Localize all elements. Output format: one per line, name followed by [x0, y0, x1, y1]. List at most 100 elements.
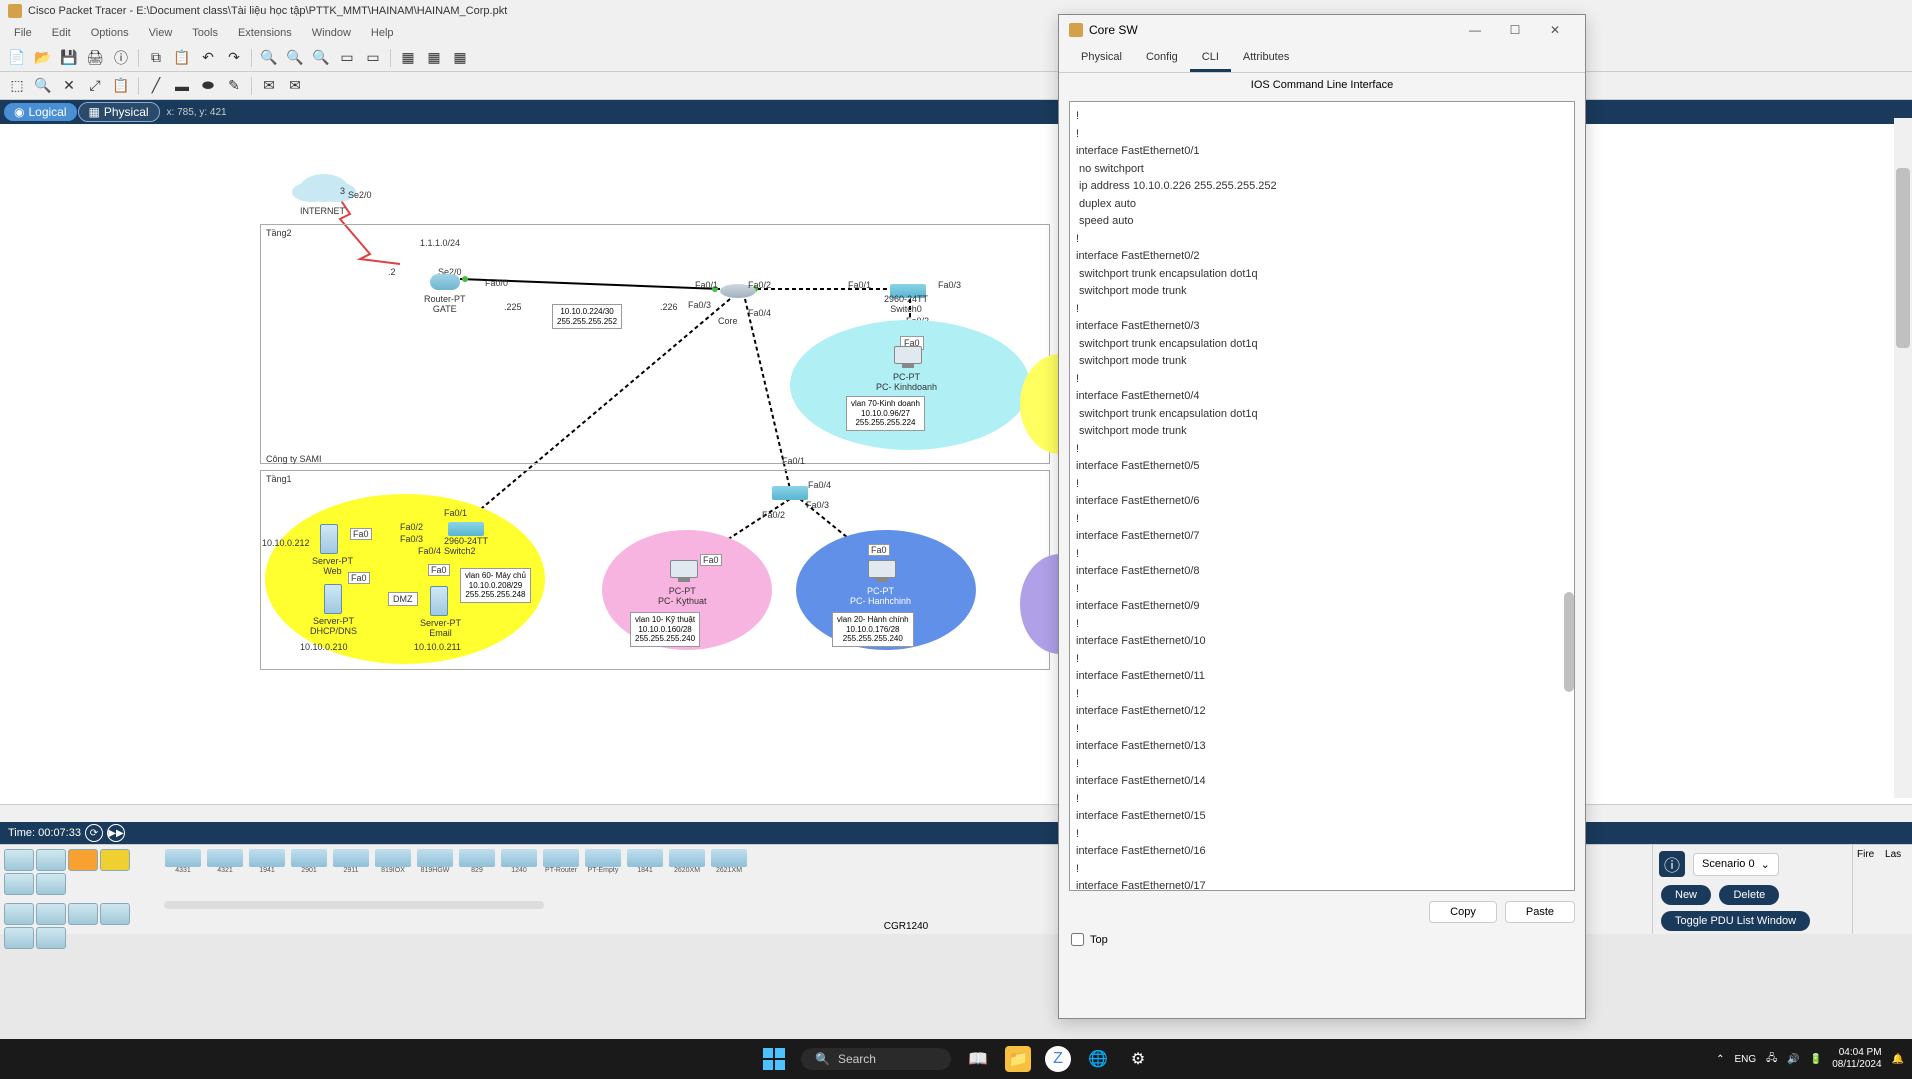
device-thumb[interactable]: 819IOX [374, 849, 412, 877]
paste-button[interactable]: Paste [1505, 901, 1575, 923]
menu-view[interactable]: View [139, 27, 183, 39]
cat-components[interactable] [36, 903, 66, 925]
device-thumb[interactable]: PT-Router [542, 849, 580, 877]
print-icon[interactable]: 🖨 [85, 48, 105, 68]
clock[interactable]: 04:04 PM 08/11/2024 [1832, 1047, 1881, 1071]
taskbar-app-1[interactable]: 📖 [965, 1046, 991, 1072]
rect-icon[interactable]: ▬ [172, 76, 192, 96]
cat-cloud[interactable] [36, 927, 66, 949]
zoom-reset-icon[interactable]: 🔍 [311, 48, 331, 68]
menu-window[interactable]: Window [302, 27, 361, 39]
scenario-icon[interactable]: ⓘ [1659, 851, 1685, 877]
menu-file[interactable]: File [4, 27, 42, 39]
inspect-icon[interactable]: 🔍 [33, 76, 53, 96]
zoom-in-icon[interactable]: 🔍 [259, 48, 279, 68]
network-icon[interactable]: 🖧 [1766, 1051, 1777, 1068]
cat-switch[interactable] [36, 849, 66, 871]
paste-icon[interactable]: 📋 [172, 48, 192, 68]
scenario-select[interactable]: Scenario 0⌄ [1693, 853, 1779, 876]
tab-cli[interactable]: CLI [1190, 45, 1231, 72]
cat-hub[interactable] [68, 849, 98, 871]
device-thumb[interactable]: 2901 [290, 849, 328, 877]
workspace-v-scrollbar[interactable] [1894, 118, 1912, 798]
device-thumb[interactable]: 2911 [332, 849, 370, 877]
menu-edit[interactable]: Edit [42, 27, 81, 39]
ellipse-icon[interactable]: ⬬ [198, 76, 218, 96]
pc-kythuat[interactable] [670, 560, 698, 584]
topology-workspace[interactable]: INTERNET Se2/0 3 Tầng2 1.1.1.0/24 .2 Se2… [0, 124, 1912, 804]
tray-chevron-icon[interactable]: ⌃ [1716, 1054, 1724, 1065]
taskbar-app-2[interactable]: ⚙ [1125, 1046, 1151, 1072]
maximize-button[interactable]: ☐ [1495, 16, 1535, 44]
h-scrollbar[interactable] [0, 804, 1912, 822]
menu-extensions[interactable]: Extensions [228, 27, 302, 39]
device-thumb[interactable]: 829 [458, 849, 496, 877]
dialog-icon[interactable]: ▭ [363, 48, 383, 68]
minimize-button[interactable]: — [1455, 16, 1495, 44]
server-email[interactable] [430, 586, 448, 616]
panel1-icon[interactable]: ▦ [398, 48, 418, 68]
cli-scrollbar[interactable] [1564, 592, 1574, 692]
cat-misc[interactable] [100, 903, 130, 925]
panel3-icon[interactable]: ▦ [450, 48, 470, 68]
switch-tang1[interactable] [772, 486, 808, 500]
device-thumb[interactable]: 2620XM [668, 849, 706, 877]
server-web[interactable] [320, 524, 338, 554]
start-button[interactable] [761, 1046, 787, 1072]
tab-config[interactable]: Config [1134, 45, 1190, 72]
note-icon[interactable]: 📋 [111, 76, 131, 96]
complex-pdu-icon[interactable]: ✉ [285, 76, 305, 96]
device-thumb[interactable]: 2621XM [710, 849, 748, 877]
volume-icon[interactable]: 🔊 [1787, 1054, 1799, 1065]
menu-tools[interactable]: Tools [182, 27, 228, 39]
scrollbar-thumb[interactable] [1896, 168, 1910, 348]
physical-tab[interactable]: ▦Physical [79, 103, 159, 121]
wizard-icon[interactable]: ⓘ [111, 48, 131, 68]
delete-icon[interactable]: ✕ [59, 76, 79, 96]
redo-icon[interactable]: ↷ [224, 48, 244, 68]
logical-tab[interactable]: ◉Logical [4, 103, 77, 121]
device-thumb[interactable]: 4321 [206, 849, 244, 877]
cat-wan[interactable] [36, 873, 66, 895]
line-icon[interactable]: ╱ [146, 76, 166, 96]
taskbar-search[interactable]: 🔍Search [801, 1048, 951, 1070]
copy-button[interactable]: Copy [1429, 901, 1497, 923]
cat-security[interactable] [4, 873, 34, 895]
cli-titlebar[interactable]: Core SW — ☐ ✕ [1059, 15, 1585, 45]
new-file-icon[interactable]: 📄 [7, 48, 27, 68]
power-cycle-icon[interactable]: ⟳ [85, 824, 103, 842]
fast-forward-icon[interactable]: ▶▶ [107, 824, 125, 842]
taskbar-explorer-icon[interactable]: 📁 [1005, 1046, 1031, 1072]
cat-router[interactable] [4, 849, 34, 871]
cat-end[interactable] [4, 903, 34, 925]
cat-connections[interactable] [68, 903, 98, 925]
menu-help[interactable]: Help [361, 27, 404, 39]
cli-terminal[interactable]: ! ! interface FastEthernet0/1 no switchp… [1069, 101, 1575, 891]
notifications-icon[interactable]: 🔔 [1892, 1054, 1904, 1065]
cli-window[interactable]: Core SW — ☐ ✕ Physical Config CLI Attrib… [1058, 14, 1586, 1019]
panel2-icon[interactable]: ▦ [424, 48, 444, 68]
device-thumb[interactable]: 1240 [500, 849, 538, 877]
tab-attributes[interactable]: Attributes [1231, 45, 1301, 72]
menu-options[interactable]: Options [81, 27, 139, 39]
resize-icon[interactable]: ⤢ [85, 76, 105, 96]
copy-icon[interactable]: ⧉ [146, 48, 166, 68]
pc-hanhchinh[interactable] [868, 560, 896, 584]
device-thumb[interactable]: 1941 [248, 849, 286, 877]
freeform-icon[interactable]: ✎ [224, 76, 244, 96]
save-icon[interactable]: 💾 [59, 48, 79, 68]
select-icon[interactable]: ⬚ [7, 76, 27, 96]
delete-button[interactable]: Delete [1719, 885, 1779, 905]
simple-pdu-icon[interactable]: ✉ [259, 76, 279, 96]
close-button[interactable]: ✕ [1535, 16, 1575, 44]
undo-icon[interactable]: ↶ [198, 48, 218, 68]
server-dhcp[interactable] [324, 584, 342, 614]
cat-wireless[interactable] [100, 849, 130, 871]
taskbar-chrome-icon[interactable]: 🌐 [1085, 1046, 1111, 1072]
palette-scrollbar[interactable] [164, 901, 544, 909]
language-indicator[interactable]: ENG [1735, 1054, 1757, 1065]
palette-icon[interactable]: ▭ [337, 48, 357, 68]
battery-icon[interactable]: 🔋 [1810, 1054, 1822, 1065]
switch2[interactable] [448, 522, 484, 536]
open-icon[interactable]: 📂 [33, 48, 53, 68]
